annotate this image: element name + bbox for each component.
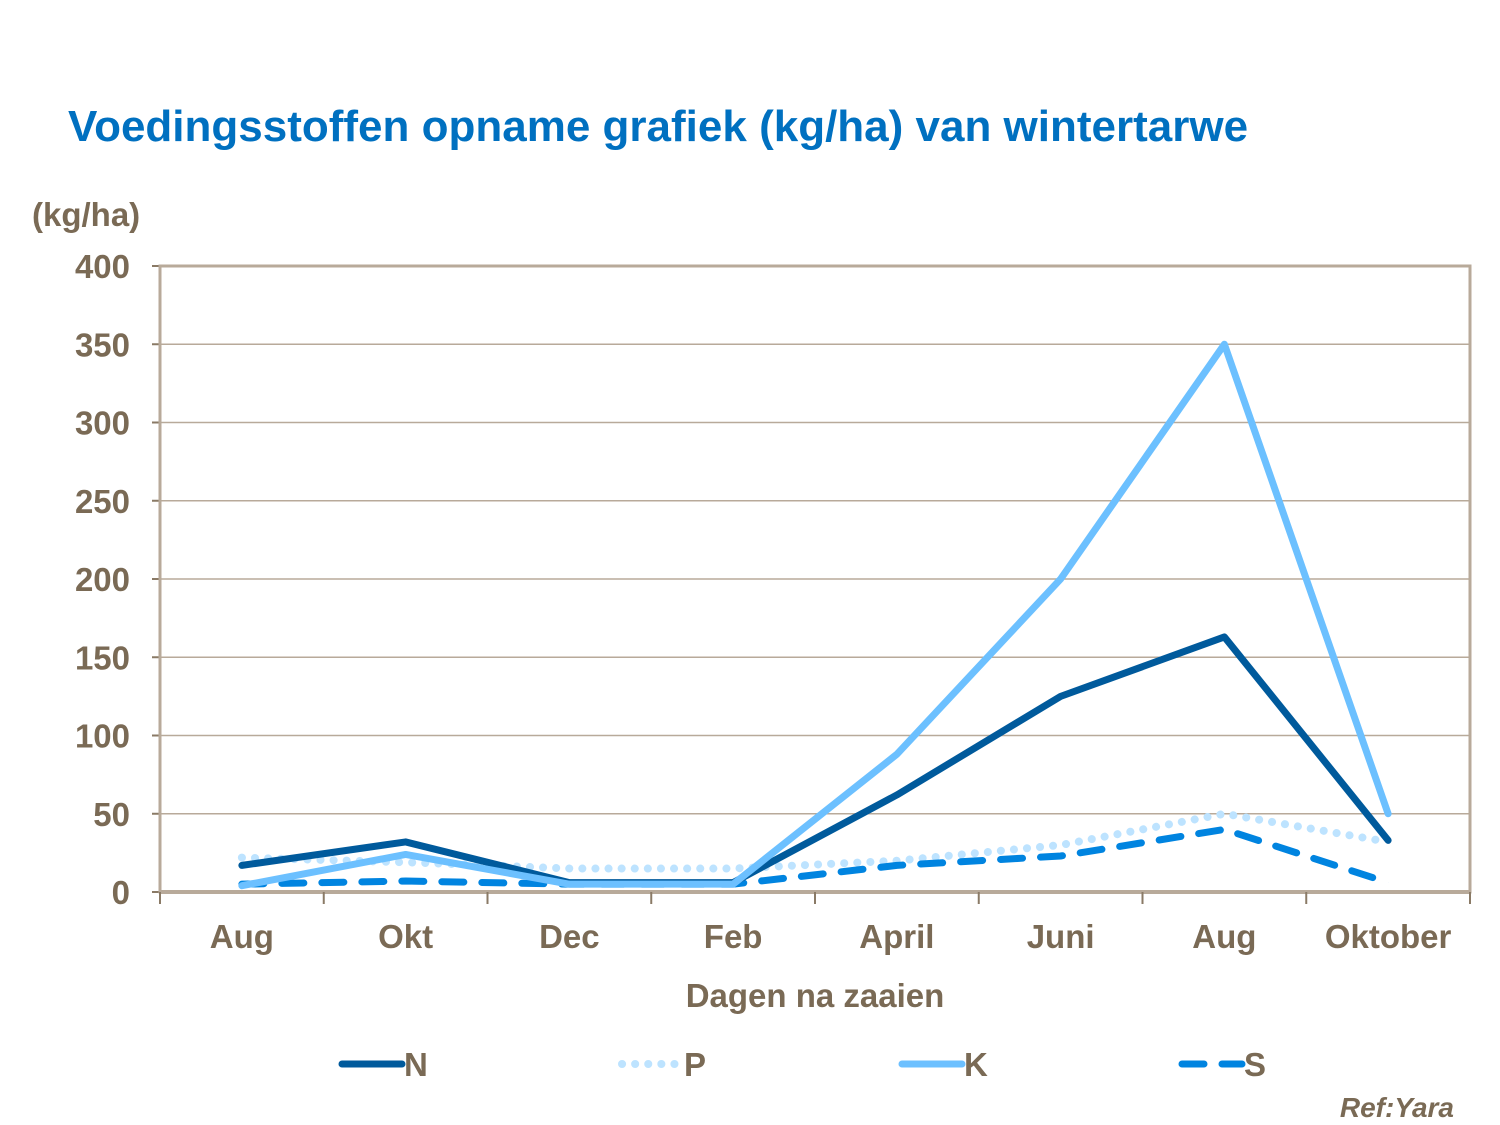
series-line-N: [238, 633, 1392, 887]
series-line-K: [238, 340, 1392, 890]
y-tick-label: 150: [75, 639, 130, 676]
series-line-P: [237, 809, 1393, 873]
legend-label-N: N: [404, 1046, 428, 1083]
x-tick-label: Aug: [210, 918, 274, 955]
x-axis-title: Dagen na zaaien: [686, 977, 945, 1014]
reference-note: Ref:Yara: [1339, 1092, 1454, 1123]
y-tick-label: 100: [75, 718, 130, 755]
x-tick-label: Aug: [1192, 918, 1256, 955]
y-tick-label: 0: [112, 874, 130, 911]
y-tick-label: 250: [75, 483, 130, 520]
x-tick-label: Juni: [1027, 918, 1095, 955]
y-tick-label: 400: [75, 248, 130, 285]
legend-label-P: P: [684, 1046, 706, 1083]
y-axis-label: (kg/ha): [32, 196, 141, 233]
y-tick-label: 200: [75, 561, 130, 598]
x-tick-label: Feb: [704, 918, 763, 955]
x-tick-label: April: [859, 918, 934, 955]
x-tick-label: Okt: [378, 918, 433, 955]
y-tick-label: 50: [93, 796, 130, 833]
chart-title: Voedingsstoffen opname grafiek (kg/ha) v…: [68, 102, 1249, 151]
legend-label-K: K: [964, 1046, 988, 1083]
x-tick-label: Oktober: [1325, 918, 1452, 955]
y-tick-label: 350: [75, 326, 130, 363]
x-tick-label: Dec: [539, 918, 600, 955]
series-line-S: [238, 825, 1392, 888]
y-tick-label: 300: [75, 405, 130, 442]
legend-label-S: S: [1244, 1046, 1266, 1083]
